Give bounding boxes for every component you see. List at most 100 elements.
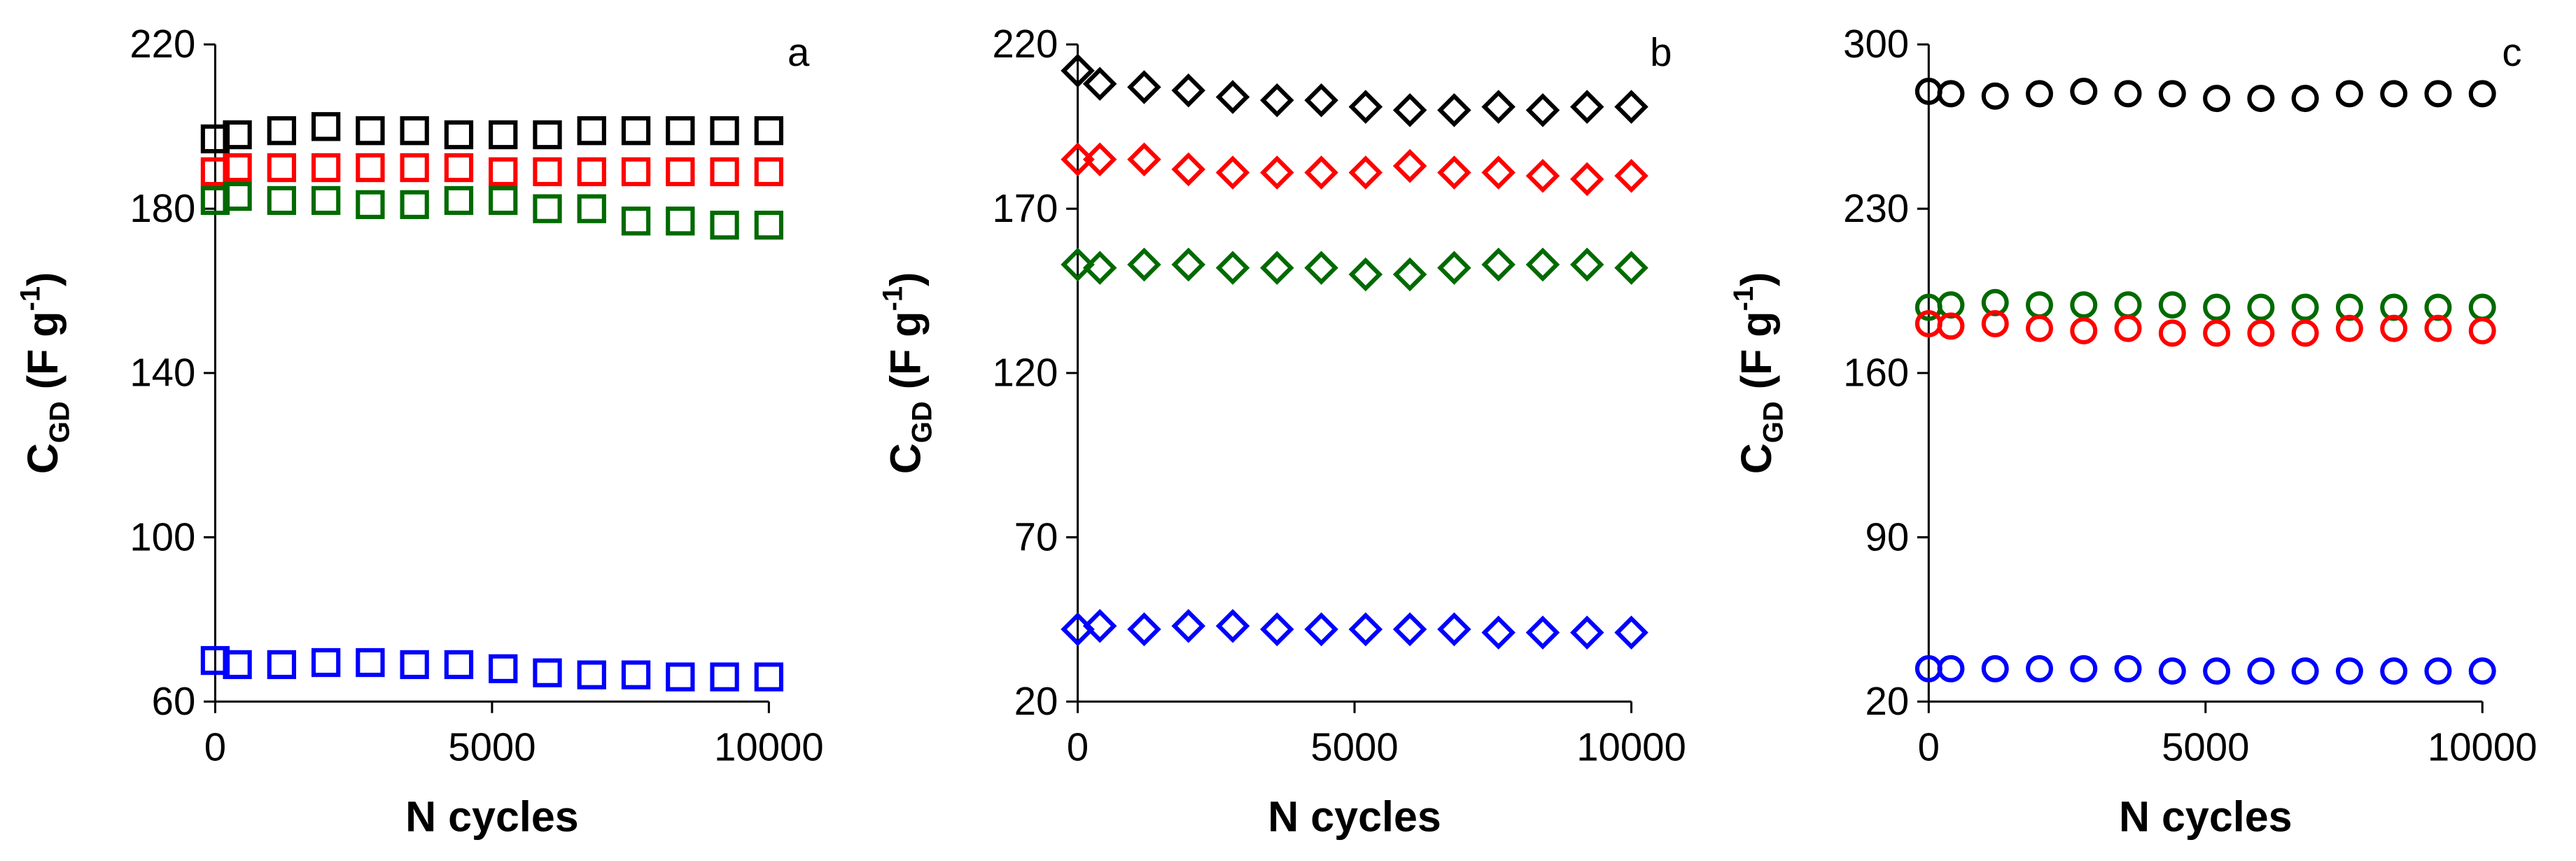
marker <box>356 153 385 183</box>
marker <box>1060 142 1095 177</box>
marker <box>1260 155 1294 190</box>
marker <box>1215 155 1250 190</box>
marker <box>1260 83 1294 118</box>
marker <box>2026 314 2053 342</box>
marker <box>1060 53 1095 88</box>
y-tick-label: 20 <box>1014 679 1058 723</box>
marker <box>200 186 230 216</box>
marker <box>2291 319 2319 347</box>
y-tick-label: 120 <box>992 351 1058 395</box>
marker <box>1127 612 1161 647</box>
marker <box>489 654 518 683</box>
marker <box>754 116 784 146</box>
marker <box>200 157 230 187</box>
marker <box>1082 609 1117 643</box>
marker <box>1437 251 1471 285</box>
marker <box>2424 80 2452 108</box>
marker <box>577 116 606 146</box>
marker <box>2114 80 2142 108</box>
marker <box>1215 251 1250 285</box>
marker <box>1304 155 1338 190</box>
marker <box>2026 291 2053 319</box>
marker <box>1437 612 1471 647</box>
x-axis-title: N cycles <box>2119 793 2292 841</box>
marker <box>1260 612 1294 647</box>
marker <box>2291 293 2319 321</box>
marker <box>2158 319 2186 347</box>
y-tick-label: 180 <box>130 186 195 230</box>
marker <box>1525 93 1560 127</box>
marker <box>1171 152 1206 187</box>
y-axis-title-part: (F g <box>19 311 66 401</box>
marker <box>2380 314 2408 342</box>
marker <box>444 153 474 183</box>
marker <box>1569 162 1604 197</box>
marker <box>1082 251 1117 285</box>
x-tick-label: 10000 <box>1576 725 1686 769</box>
marker <box>1481 247 1516 282</box>
marker <box>2070 654 2098 682</box>
marker <box>311 153 341 183</box>
y-tick-label: 60 <box>152 679 196 723</box>
marker <box>267 186 297 216</box>
x-tick-label: 10000 <box>2428 725 2538 769</box>
marker <box>356 116 385 146</box>
marker <box>2380 657 2408 685</box>
marker <box>1937 654 1965 682</box>
x-tick-label: 5000 <box>448 725 536 769</box>
marker <box>666 157 695 187</box>
marker <box>1215 609 1250 643</box>
y-tick-label: 140 <box>130 351 195 395</box>
marker <box>1525 158 1560 193</box>
marker <box>223 181 252 211</box>
marker <box>2247 657 2275 685</box>
y-axis-title-part: -1 <box>877 286 908 311</box>
marker <box>1304 612 1338 647</box>
y-axis-title-part: (F g <box>1732 311 1780 401</box>
marker <box>577 194 606 223</box>
marker <box>2026 80 2053 108</box>
panel: 20 90 160 230 300 0 5000 10000 N cycles c CGD (F g… <box>1728 22 2537 840</box>
y-axis-title-part: ) <box>881 272 929 286</box>
marker <box>2247 319 2275 347</box>
marker <box>1437 155 1471 190</box>
marker <box>754 157 784 187</box>
marker <box>2247 85 2275 113</box>
marker <box>1481 90 1516 124</box>
marker <box>710 210 739 240</box>
x-axis-title: N cycles <box>405 793 579 841</box>
marker <box>1437 93 1471 127</box>
marker <box>1260 251 1294 285</box>
marker <box>666 206 695 236</box>
marker <box>2203 293 2231 321</box>
marker <box>710 116 739 146</box>
x-axis-title: N cycles <box>1268 793 1441 841</box>
y-axis-title-part: (F g <box>881 311 929 401</box>
y-tick-label: 160 <box>1843 351 1909 395</box>
y-axis-title-part: ) <box>19 272 66 286</box>
marker <box>1171 247 1206 282</box>
marker <box>1525 247 1560 282</box>
marker <box>2468 657 2496 685</box>
marker <box>754 210 784 240</box>
marker <box>400 153 429 183</box>
x-tick-label: 5000 <box>1310 725 1398 769</box>
marker <box>1392 93 1427 127</box>
marker <box>223 650 252 680</box>
marker <box>1392 257 1427 292</box>
panel: 60 100 140 180 220 0 5000 10000 N cycles a CGD (F … <box>15 22 823 840</box>
marker <box>1304 251 1338 285</box>
panel: 20 70 120 170 220 0 5000 10000 N cycles b CGD (F g… <box>877 22 1686 840</box>
marker <box>2468 317 2496 344</box>
marker <box>2247 293 2275 321</box>
marker <box>489 157 518 187</box>
marker <box>444 650 474 680</box>
marker <box>311 186 341 216</box>
marker <box>267 116 297 146</box>
marker <box>267 650 297 680</box>
y-axis-title-part: C <box>881 443 929 474</box>
marker <box>1127 247 1161 282</box>
marker <box>1304 83 1338 118</box>
